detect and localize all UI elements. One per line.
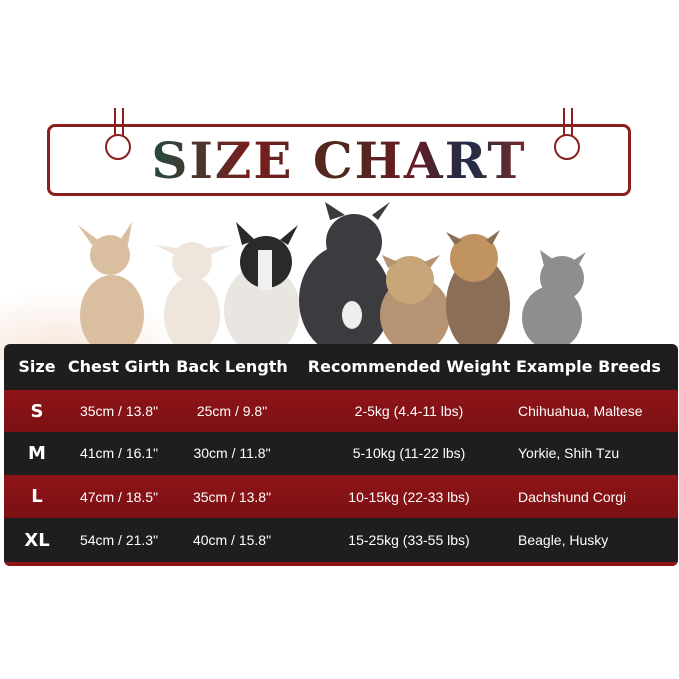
breeds-cell: Dachshund Corgi [518,488,627,505]
chest-cell: 35cm / 13.8" [79,403,159,419]
yorkshire-terrier-1 [380,255,450,350]
size-table: Size Chest Girth Back Length Recommended… [4,344,678,566]
table-header-row: Size Chest Girth Back Length Recommended… [4,344,678,388]
french-bulldog-2 [299,202,391,350]
back-cell: 35cm / 13.8" [192,488,272,505]
header-size: Size [18,356,56,376]
table-row: L 47cm / 18.5" 35cm / 13.8" 10-15kg (22-… [4,475,678,518]
weight-cell: 15-25kg (33-55 lbs) [348,532,470,548]
header-back-length: Back Length [176,356,288,376]
size-cell: S [30,400,44,422]
french-bulldog-1 [224,222,300,350]
breeds-cell: Yorkie, Shih Tzu [518,445,620,461]
weight-cell: 10-15kg (22-33 lbs) [348,488,470,505]
size-cell: XL [24,529,50,551]
breeds-cell: Chihuahua, Maltese [518,403,643,419]
size-cell: M [28,442,46,464]
pets-photo [78,202,586,350]
back-cell: 25cm / 9.8" [196,403,268,419]
chihuahua-2 [155,242,232,350]
weight-cell: 5-10kg (11-22 lbs) [352,445,466,461]
header-example-breeds: Example Breeds [516,356,661,376]
table-row: S 35cm / 13.8" 25cm / 9.8" 2-5kg (4.4-11… [4,390,678,432]
title-banner [47,124,631,196]
size-cell: L [31,486,43,507]
table-bottom-border [4,562,678,566]
header-chest-girth: Chest Girth [67,356,171,376]
table-row: XL 54cm / 21.3" 40cm / 15.8" 15-25kg (33… [4,518,678,562]
header-recommended-weight: Recommended Weight [307,356,511,376]
chest-cell: 41cm / 16.1" [79,445,159,461]
breeds-cell: Beagle, Husky [518,532,609,548]
chest-cell: 47cm / 18.5" [79,488,159,505]
back-cell: 30cm / 11.8" [193,445,271,461]
chihuahua-1 [78,222,144,350]
table-row: M 41cm / 16.1" 30cm / 11.8" 5-10kg (11-2… [4,432,678,474]
kitten [522,250,586,350]
hanger-ring-left [105,134,131,160]
back-cell: 40cm / 15.8" [192,532,272,548]
chest-cell: 54cm / 21.3" [79,532,159,548]
weight-cell: 2-5kg (4.4-11 lbs) [354,403,464,419]
hanger-ring-right [554,134,580,160]
page-title: SIZE CHART [47,124,631,196]
yorkshire-terrier-2 [446,230,510,350]
